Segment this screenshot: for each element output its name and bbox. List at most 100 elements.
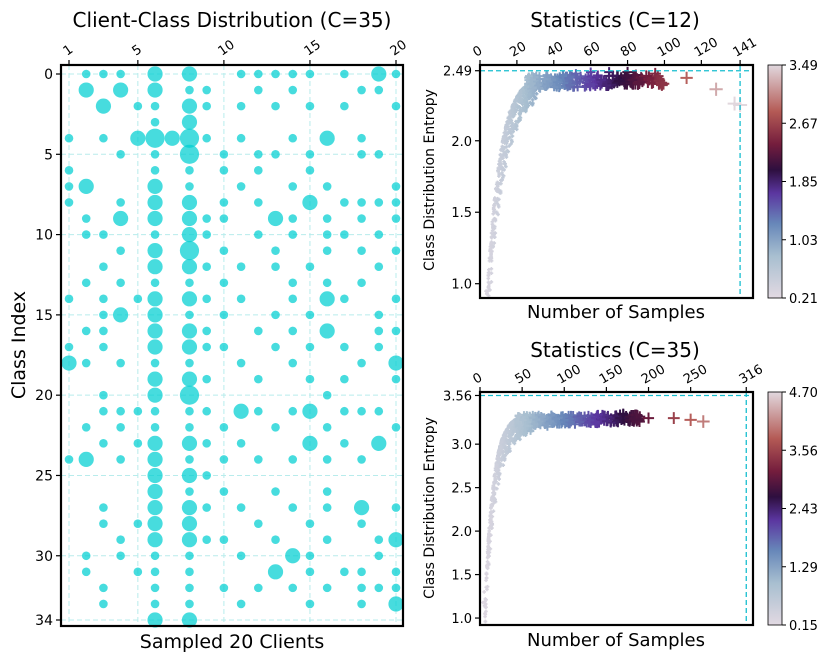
c2-point <box>497 174 501 178</box>
chart1-point <box>179 385 200 405</box>
chart1-ytick-label: 20 <box>35 388 53 404</box>
c2-point <box>501 146 506 151</box>
c2-point <box>614 76 625 87</box>
chart1-point <box>388 532 404 548</box>
c3-point <box>512 436 517 440</box>
chart1-point <box>147 371 163 387</box>
c3-point <box>514 431 522 440</box>
c2-point <box>490 219 495 224</box>
c2-point <box>493 231 498 235</box>
chart1-point <box>288 85 298 95</box>
c3-point <box>523 411 531 419</box>
chart1-point <box>113 82 129 98</box>
c2-point <box>585 67 596 77</box>
chart1-point <box>181 210 198 227</box>
chart1-point <box>147 516 163 532</box>
c2-point <box>492 234 496 239</box>
chart1-point <box>340 567 349 577</box>
chart1-point <box>357 214 366 223</box>
c2-point <box>487 259 492 263</box>
chart1-point <box>305 567 315 577</box>
chart1-x-ticks: 1 5 10 15 20 <box>61 37 410 65</box>
c3-point <box>510 432 514 437</box>
c3-point <box>481 600 485 605</box>
c2-point <box>492 216 497 221</box>
c2-point <box>514 108 519 113</box>
chart1-point <box>185 310 194 320</box>
chart1-ytick-label: 25 <box>35 468 53 484</box>
c2-point <box>517 105 522 109</box>
chart1-point <box>374 85 384 95</box>
c2-point <box>511 114 516 119</box>
chart1-point <box>271 149 280 159</box>
chart1-point <box>181 532 198 548</box>
c3-point <box>559 415 569 425</box>
chart1-point <box>147 483 163 500</box>
c2-point <box>540 75 549 84</box>
c3-point <box>498 452 503 456</box>
c3-point <box>483 599 487 604</box>
c3-point <box>495 486 499 491</box>
chart3-xlabel: Number of Samples <box>527 630 705 651</box>
c3-point <box>484 564 489 568</box>
chart1-point <box>202 535 211 545</box>
chart1-point <box>81 567 91 577</box>
chart1-point <box>374 230 384 239</box>
c3-point <box>489 517 493 521</box>
c2-point <box>633 76 645 88</box>
chart1-point <box>371 435 387 451</box>
chart1-point <box>147 532 163 548</box>
c2-point <box>517 111 522 116</box>
chart1-point <box>305 101 315 111</box>
c2-point <box>512 126 517 130</box>
c2-point <box>487 271 492 275</box>
chart1-point <box>340 374 349 384</box>
chart1-point <box>288 326 298 336</box>
statistics-c12-chart: Statistics (C=12) 0 20 40 60 80 100 120 141 1.0… <box>422 8 818 323</box>
chart1-point <box>288 294 298 304</box>
chart1-point <box>305 551 315 561</box>
chart1-point <box>271 535 280 545</box>
chart1-point <box>322 278 332 288</box>
c2-point <box>504 138 508 143</box>
chart2-y-ticks: 1.0 1.5 2.0 2.49 <box>443 65 480 293</box>
chart1-point <box>236 503 246 512</box>
c2-point <box>522 102 527 106</box>
c3-point <box>642 412 655 424</box>
c2-point <box>622 66 633 78</box>
chart1-point <box>185 358 194 368</box>
chart1-point <box>374 406 384 416</box>
c3-point <box>489 510 493 514</box>
c3-point <box>545 417 554 426</box>
c3-point <box>491 501 495 506</box>
chart1-point <box>147 66 163 82</box>
chart1-point <box>113 307 129 323</box>
c2-xtick-label: 0 <box>471 43 486 60</box>
chart1-point <box>288 230 298 239</box>
chart1-point <box>357 406 366 416</box>
c3-ytick-label: 1.0 <box>451 612 472 627</box>
chart1-point <box>202 133 211 143</box>
chart1-point <box>202 85 211 95</box>
chart1-point <box>147 435 163 451</box>
chart1-point <box>322 246 332 255</box>
c3-colorbar-tick-label: 0.15 <box>789 619 818 634</box>
c2-point <box>492 224 497 229</box>
chart1-point <box>357 358 366 368</box>
chart1-point <box>219 214 229 223</box>
chart1-point <box>302 194 318 211</box>
c3-point <box>487 533 492 538</box>
chart1-point <box>99 599 108 609</box>
c2-point <box>498 162 503 167</box>
c3-point <box>494 462 499 467</box>
chart1-point <box>271 101 280 111</box>
chart1-point <box>185 85 194 95</box>
c3-point <box>526 427 535 435</box>
chart1-point <box>288 69 298 79</box>
chart1-point <box>113 210 129 227</box>
chart1-point <box>181 371 198 387</box>
chart1-point <box>267 564 284 580</box>
chart1-point <box>254 374 263 384</box>
chart1-point <box>133 101 143 111</box>
chart1-point <box>116 358 125 368</box>
